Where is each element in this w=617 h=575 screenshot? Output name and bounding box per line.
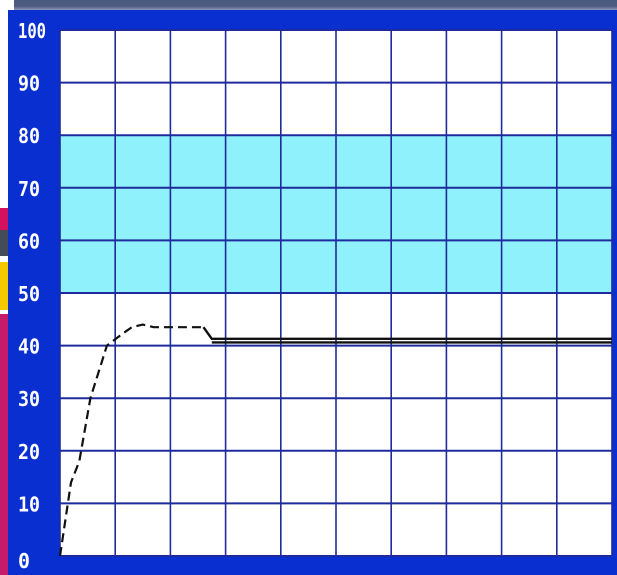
y-tick-label: 70 xyxy=(18,177,40,201)
y-tick-label: 20 xyxy=(18,440,40,464)
y-tick-label: 40 xyxy=(18,335,40,359)
series-line-2 xyxy=(202,326,612,340)
y-tick-label: 30 xyxy=(18,387,40,411)
left-accent-gray xyxy=(0,230,8,256)
y-tick-label: 100 xyxy=(18,19,46,43)
left-accent-magenta-bottom xyxy=(0,314,8,575)
window-title-bar xyxy=(14,0,617,10)
series-line-1 xyxy=(58,323,204,557)
y-tick-label: 90 xyxy=(18,72,40,96)
window-top-strip xyxy=(0,0,617,10)
y-tick-label: 60 xyxy=(18,229,40,253)
left-accent-yellow xyxy=(0,262,8,310)
y-tick-label: 80 xyxy=(18,124,40,148)
y-tick-label: 50 xyxy=(18,282,40,306)
y-tick-label: 0 xyxy=(18,549,30,573)
left-accent-magenta-top xyxy=(0,208,8,230)
y-tick-label: 10 xyxy=(18,492,40,516)
